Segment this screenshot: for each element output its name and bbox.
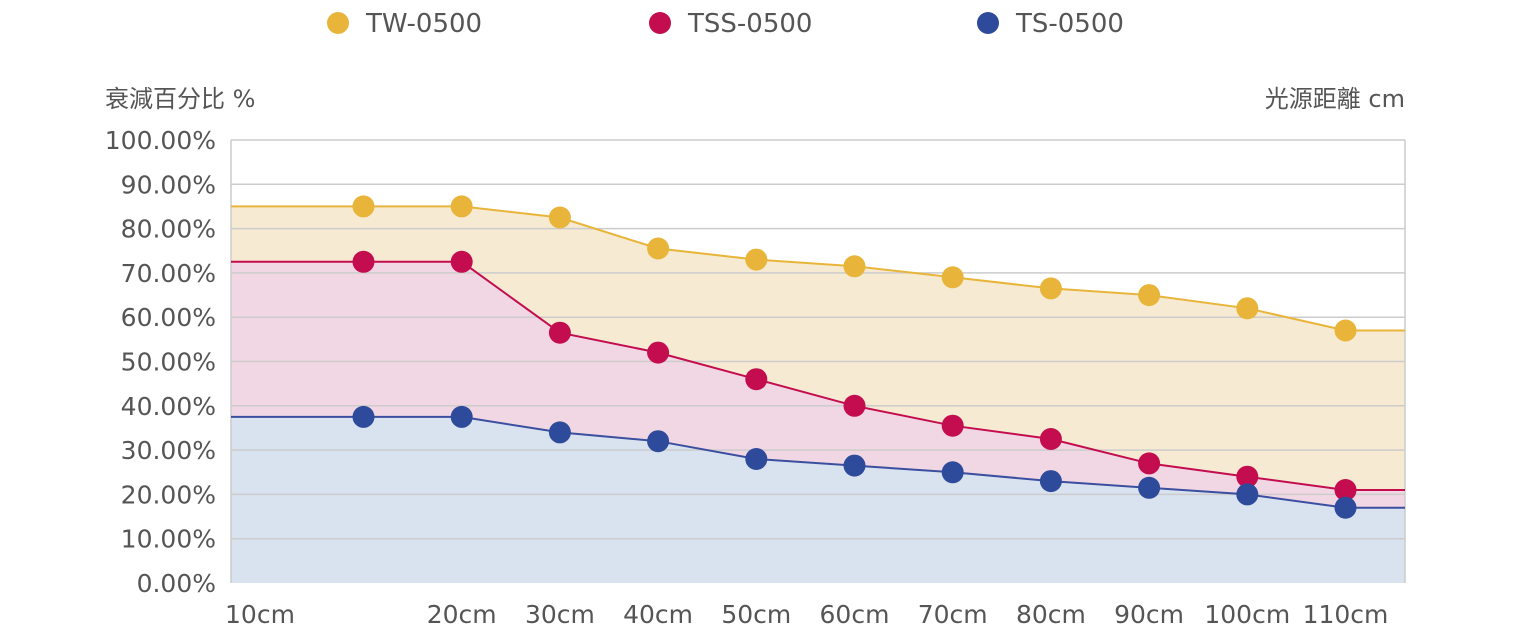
- data-point-TSS-0500-90cm: [1138, 452, 1161, 475]
- data-point-TW-0500-60cm: [843, 255, 866, 278]
- x-axis-title: 光源距離 cm: [1265, 85, 1405, 113]
- data-point-TS-0500-110cm: [1334, 496, 1357, 519]
- data-point-TS-0500-90cm: [1138, 476, 1161, 499]
- data-point-TW-0500-10cm: [352, 195, 375, 218]
- y-tick-label: 40.00%: [121, 392, 216, 421]
- x-tick-label: 100cm: [1204, 600, 1290, 629]
- data-point-TS-0500-20cm: [450, 405, 473, 428]
- data-point-TS-0500-10cm: [352, 405, 375, 428]
- x-tick-labels: 10cm 20cm 30cm 40cm 50cm 60cm 70cm 80cm 90cm 100c…: [225, 600, 1388, 629]
- data-point-TS-0500-80cm: [1039, 470, 1062, 493]
- series-markers: [352, 195, 1357, 519]
- y-axis-title: 衰減百分比 %: [105, 85, 255, 113]
- data-point-TSS-0500-30cm: [548, 321, 571, 344]
- data-point-TW-0500-20cm: [450, 195, 473, 218]
- x-tick-label: 80cm: [1016, 600, 1086, 629]
- data-point-TW-0500-110cm: [1334, 319, 1357, 342]
- y-tick-label: 80.00%: [121, 215, 216, 244]
- x-tick-label: 70cm: [918, 600, 988, 629]
- data-point-TSS-0500-110cm: [1334, 479, 1357, 501]
- y-tick-label: 100.00%: [105, 126, 216, 155]
- data-point-TS-0500-100cm: [1236, 483, 1259, 506]
- data-point-TW-0500-80cm: [1039, 277, 1062, 300]
- data-point-TW-0500-40cm: [647, 237, 670, 260]
- legend-marker: [327, 12, 349, 34]
- data-point-TSS-0500-20cm: [450, 250, 473, 273]
- series-fills: [231, 206, 1405, 583]
- x-tick-label: 60cm: [820, 600, 890, 629]
- data-point-TW-0500-70cm: [941, 266, 964, 289]
- data-point-TSS-0500-50cm: [745, 368, 768, 391]
- grid-lines: [230, 139, 1406, 583]
- area-fill-TS-0500: [231, 416, 1405, 583]
- x-tick-label: 50cm: [721, 600, 791, 629]
- data-point-TS-0500-40cm: [647, 430, 670, 453]
- y-tick-label: 30.00%: [121, 436, 216, 465]
- data-point-TSS-0500-70cm: [941, 414, 964, 437]
- data-point-TSS-0500-10cm: [352, 250, 375, 273]
- legend-item-TS-0500: TS-0500: [977, 9, 1124, 39]
- legend-label: TS-0500: [1015, 9, 1124, 39]
- y-tick-label: 90.00%: [121, 170, 216, 199]
- data-point-TW-0500-30cm: [548, 206, 571, 229]
- y-tick-label: 60.00%: [121, 303, 216, 332]
- y-tick-label: 20.00%: [121, 480, 216, 509]
- legend: TW-0500 TSS-0500 TS-0500: [327, 9, 1124, 39]
- data-point-TS-0500-60cm: [843, 454, 866, 477]
- data-point-TS-0500-50cm: [745, 448, 768, 470]
- x-tick-label: 10cm: [225, 600, 295, 629]
- data-point-TSS-0500-100cm: [1236, 465, 1259, 488]
- legend-marker: [977, 12, 999, 34]
- x-tick-label: 30cm: [525, 600, 595, 629]
- data-point-TW-0500-90cm: [1138, 284, 1161, 307]
- legend-label: TSS-0500: [687, 9, 812, 39]
- x-tick-label: 40cm: [623, 600, 693, 629]
- y-tick-label: 70.00%: [121, 259, 216, 288]
- y-tick-labels: 0.00% 10.00% 20.00% 30.00% 40.00% 50.00% 60.00…: [105, 126, 216, 598]
- y-tick-label: 0.00%: [137, 569, 216, 598]
- legend-item-TW-0500: TW-0500: [327, 9, 482, 39]
- y-tick-label: 50.00%: [121, 348, 216, 377]
- data-point-TS-0500-70cm: [941, 461, 964, 484]
- data-point-TSS-0500-80cm: [1039, 428, 1062, 450]
- data-point-TS-0500-30cm: [548, 421, 571, 444]
- data-point-TSS-0500-40cm: [647, 341, 670, 364]
- y-tick-label: 10.00%: [121, 525, 216, 554]
- data-point-TSS-0500-60cm: [843, 394, 866, 417]
- legend-marker: [649, 12, 671, 34]
- x-tick-label: 90cm: [1114, 600, 1184, 629]
- legend-item-TSS-0500: TSS-0500: [649, 9, 812, 39]
- legend-label: TW-0500: [365, 9, 482, 39]
- data-point-TW-0500-50cm: [745, 248, 768, 271]
- x-tick-label: 110cm: [1303, 600, 1389, 629]
- x-tick-label: 20cm: [427, 600, 497, 629]
- data-point-TW-0500-100cm: [1236, 297, 1259, 320]
